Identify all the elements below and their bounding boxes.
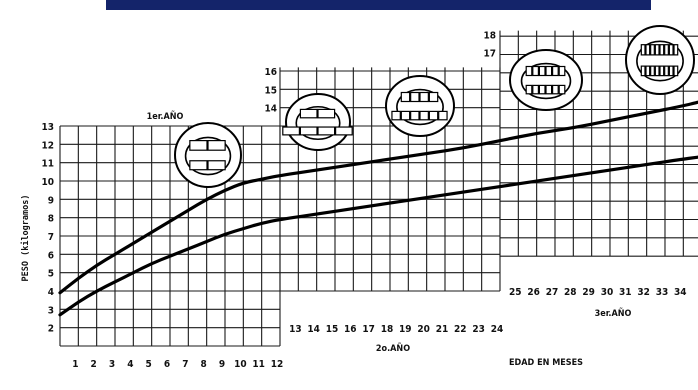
x-tick-label: 29	[582, 287, 595, 298]
y-tick-label: 5	[48, 269, 54, 280]
y-tick-label: 8	[48, 214, 54, 225]
teeth-illustration-year-1	[174, 122, 242, 188]
x-tick-label: 23	[472, 324, 485, 335]
x-tick-label: 18	[381, 324, 394, 335]
x-tick-label: 11	[252, 359, 265, 370]
x-tick-label: 5	[146, 359, 152, 370]
x-tick-label: 7	[182, 359, 188, 370]
teeth-illustration-year-2-b	[385, 75, 455, 137]
y-tick-label: 15	[264, 85, 277, 96]
x-tick-label: 21	[436, 324, 449, 335]
x-tick-label: 28	[564, 287, 577, 298]
panel-label-year-1: 1er.AÑO	[147, 111, 184, 122]
x-tick-label: 30	[601, 287, 614, 298]
x-tick-label: 4	[127, 359, 133, 370]
title-banner	[106, 0, 651, 10]
y-tick-label: 2	[48, 324, 54, 335]
y-tick-label: 17	[483, 49, 496, 60]
panel-label-year-3: 3er.AÑO	[595, 308, 632, 319]
panel-labels: 1er.AÑO 2o.AÑO 3er.AÑO EDAD EN MESES PESO (k…	[20, 111, 632, 368]
x-tick-label: 17	[362, 324, 375, 335]
grid	[59, 30, 698, 347]
panel-label-year-2: 2o.AÑO	[376, 343, 410, 354]
x-tick-label: 24	[491, 324, 504, 335]
x-tick-label: 34	[674, 287, 687, 298]
y-tick-label: 14	[264, 104, 277, 115]
x-tick-label: 20	[417, 324, 430, 335]
y-tick-label: 9	[48, 195, 54, 206]
x-tick-label: 33	[656, 287, 669, 298]
x-tick-label: 25	[509, 287, 522, 298]
x-tick-label: 31	[619, 287, 632, 298]
teeth-illustration-year-3-b	[625, 25, 695, 95]
x-tick-label: 32	[637, 287, 650, 298]
x-tick-label: 3	[109, 359, 115, 370]
x-tick-label: 15	[326, 324, 339, 335]
x-tick-label: 14	[307, 324, 320, 335]
curves	[58, 100, 698, 317]
y-tick-label: 3	[48, 305, 54, 316]
x-tick-label: 22	[454, 324, 467, 335]
x-tick-label: 26	[527, 287, 540, 298]
y-tick-label: 4	[48, 287, 54, 298]
x-tick-label: 16	[344, 324, 357, 335]
y-tick-label: 16	[264, 67, 277, 78]
x-tick-label: 2	[91, 359, 97, 370]
y-axis-label: PESO (kilogramos)	[20, 195, 31, 282]
x-tick-label: 13	[289, 324, 302, 335]
x-tick-label: 9	[219, 359, 225, 370]
grid-year-1	[59, 125, 281, 347]
x-tick-label: 8	[201, 359, 207, 370]
x-tick-label: 12	[271, 359, 284, 370]
teeth-illustrations	[174, 25, 695, 188]
x-tick-label: 19	[399, 324, 412, 335]
x-axis-label: EDAD EN MESES	[509, 358, 583, 368]
lower-curve	[58, 155, 698, 317]
y-tick-label: 7	[48, 232, 54, 243]
y-tick-label: 13	[41, 122, 54, 133]
y-tick-label: 18	[483, 30, 496, 41]
y-tick-label: 11	[41, 159, 54, 170]
x-tick-label: 10	[234, 359, 247, 370]
y-tick-label: 12	[41, 140, 54, 151]
y-tick-label: 10	[41, 177, 54, 188]
x-tick-label: 1	[72, 359, 78, 370]
x-tick-label: 6	[164, 359, 170, 370]
y-tick-label: 6	[48, 250, 54, 261]
x-tick-label: 27	[546, 287, 559, 298]
teeth-illustration-year-3-a	[509, 49, 583, 111]
upper-curve	[58, 100, 698, 295]
teeth-illustration-year-2-a	[282, 93, 353, 151]
